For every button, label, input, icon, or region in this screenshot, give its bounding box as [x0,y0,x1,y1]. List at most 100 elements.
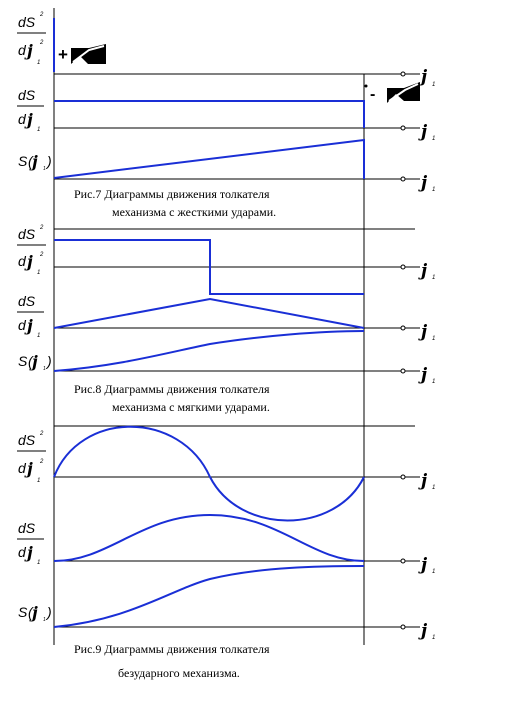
svg-text:2: 2 [39,40,44,46]
svg-text:): ) [45,604,52,620]
svg-text:j: j [418,322,428,342]
fig7-accel-label: dS 2 d j 2 1 [17,12,46,66]
svg-text:dS: dS [18,432,36,448]
svg-text:2: 2 [39,459,44,465]
svg-text:2: 2 [39,12,44,18]
fig7-velocity-label: dS d j 1 [17,87,44,133]
fig7-minus-symbol: - [364,82,420,103]
svg-text:d: d [18,317,27,333]
fig7-caption-line2: механизма с жесткими ударами. [112,205,276,219]
fig9-velocity-phi-label: j 1 [400,555,435,575]
fig9-velocity-label: dS d j 1 [17,520,44,566]
fig7-caption-line1: Рис.7 Диаграммы движения толкателя [74,187,270,201]
svg-text:(: ( [28,604,34,620]
svg-text:1: 1 [37,127,40,133]
svg-text:-: - [370,86,375,103]
fig9-displacement-label: S ( j 1 ) [18,603,52,623]
fig9-displacement-curve [53,565,365,628]
svg-text:dS: dS [18,14,36,30]
svg-text:+: + [58,45,68,64]
svg-text:j: j [24,316,33,335]
svg-text:S: S [18,604,28,620]
fig8-caption-line1: Рис.8 Диаграммы движения толкателя [74,382,270,396]
figure-8: j 1 j 1 j 1 dS 2 d j 2 1 dS d j 1 [17,225,435,414]
svg-text:1: 1 [37,333,40,339]
svg-text:1: 1 [37,270,40,276]
svg-text:(: ( [28,153,34,169]
svg-text:j: j [418,555,428,575]
fig8-displacement-phi-label: j 1 [400,365,435,385]
svg-text:d: d [18,544,27,560]
svg-text:1: 1 [37,60,40,66]
svg-text:1: 1 [43,366,46,372]
fig7-accel-curve [54,100,365,128]
fig7-plus-symbol: + [53,18,106,72]
svg-text:j: j [418,122,428,142]
fig8-velocity-curve [53,297,365,329]
svg-text:d: d [18,42,27,58]
svg-text:j: j [29,352,38,371]
svg-text:1: 1 [432,82,435,88]
svg-text:j: j [24,252,33,271]
svg-text:1: 1 [432,275,435,281]
svg-text:dS: dS [18,293,36,309]
fig9-displacement-phi-label: j 1 [400,621,435,641]
svg-text:2: 2 [39,252,44,258]
svg-text:j: j [418,67,428,87]
svg-text:dS: dS [18,87,36,103]
svg-text:j: j [24,543,33,562]
fig9-caption-line1: Рис.9 Диаграммы движения толкателя [74,642,270,656]
svg-text:): ) [45,153,52,169]
svg-text:2: 2 [39,225,44,231]
svg-text:j: j [24,459,33,478]
svg-text:1: 1 [37,560,40,566]
figure-7: j 1 j 1 j 1 dS 2 d j 2 1 dS d j 1 [17,12,435,219]
fig7-displacement-curve [53,138,365,179]
fig7-accel-phi-label: j 1 [398,67,435,88]
svg-text:d: d [18,111,27,127]
svg-text:j: j [24,41,33,60]
svg-text:(: ( [28,353,34,369]
svg-text:d: d [18,460,27,476]
svg-text:dS: dS [18,520,36,536]
svg-text:1: 1 [432,379,435,385]
svg-text:j: j [29,603,38,622]
svg-text:2: 2 [39,431,44,437]
svg-text:j: j [418,621,428,641]
svg-text:j: j [418,173,428,193]
fig8-displacement-label: S ( j 1 ) [18,352,52,372]
fig9-accel-label: dS 2 d j 2 1 [17,431,46,484]
svg-text:1: 1 [432,187,435,193]
fig8-displacement-curve [53,330,365,372]
fig8-accel-curve [54,239,364,295]
svg-text:j: j [24,110,33,129]
svg-text:1: 1 [432,336,435,342]
svg-text:1: 1 [37,478,40,484]
fig8-accel-phi-label: j 1 [400,261,435,281]
svg-text:): ) [45,353,52,369]
fig8-caption-line2: механизма с мягкими ударами. [112,400,270,414]
svg-text:d: d [18,253,27,269]
svg-text:1: 1 [43,617,46,623]
fig8-velocity-phi-label: j 1 [400,322,435,342]
svg-text:1: 1 [432,485,435,491]
svg-text:S: S [18,353,28,369]
svg-text:j: j [418,261,428,281]
fig8-velocity-label: dS d j 1 [17,293,44,339]
svg-text:1: 1 [43,166,46,172]
fig9-caption-line2: безударного механизма. [118,666,240,680]
svg-text:dS: dS [18,226,36,242]
svg-text:S: S [18,153,28,169]
svg-text:j: j [418,365,428,385]
fig7-displacement-phi-label: j 1 [400,173,435,193]
svg-text:j: j [418,471,428,491]
svg-text:1: 1 [432,136,435,142]
fig9-velocity-curve [53,513,365,562]
fig9-accel-phi-label: j 1 [400,471,435,491]
svg-text:j: j [29,152,38,171]
svg-text:1: 1 [432,635,435,641]
fig7-velocity-phi-label: j 1 [400,122,435,142]
figure-9: j 1 j 1 j 1 dS 2 d j 2 1 dS d j 1 [17,425,435,680]
fig8-accel-label: dS 2 d j 2 1 [17,225,46,276]
